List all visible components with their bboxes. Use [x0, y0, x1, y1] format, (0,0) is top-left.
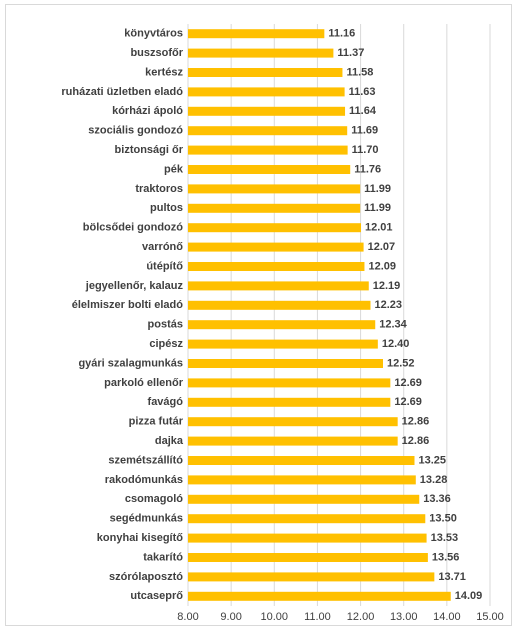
value-label: 12.07 — [368, 241, 396, 253]
value-label: 13.71 — [438, 571, 466, 583]
category-label: ruházati üzletben eladó — [61, 86, 183, 98]
bar — [188, 223, 362, 233]
value-label: 12.86 — [402, 416, 430, 428]
value-label: 12.09 — [368, 260, 396, 272]
x-tick-label: 9.00 — [220, 611, 241, 623]
x-tick-label: 8.00 — [177, 611, 198, 623]
value-label: 11.64 — [349, 105, 377, 117]
bar — [188, 494, 420, 504]
bar — [188, 359, 384, 368]
category-label: parkoló ellenőr — [104, 377, 184, 389]
bar — [188, 397, 391, 407]
bar — [188, 553, 428, 562]
value-label: 13.50 — [429, 513, 457, 525]
bar — [188, 514, 426, 524]
category-label: rakodómunkás — [105, 474, 183, 486]
value-label: 13.56 — [432, 551, 460, 563]
x-tick-label: 13.00 — [390, 611, 418, 623]
value-label: 12.01 — [365, 222, 393, 234]
value-label: 11.58 — [346, 66, 373, 78]
bar — [188, 378, 391, 388]
category-label: segédmunkás — [110, 513, 183, 525]
bar — [188, 48, 334, 58]
bar — [188, 126, 348, 136]
category-label: jegyellenőr, kalauz — [85, 280, 184, 292]
category-label: buszsofőr — [130, 47, 183, 59]
value-label: 11.99 — [364, 183, 391, 195]
category-label: postás — [148, 319, 183, 331]
x-tick-label: 10.00 — [261, 611, 289, 623]
value-label: 11.70 — [352, 144, 379, 156]
category-label: élelmiszer bolti eladó — [72, 299, 184, 311]
bar — [188, 165, 351, 174]
category-label: traktoros — [135, 183, 183, 195]
bar — [188, 320, 376, 330]
category-label: szemétszállító — [108, 454, 183, 466]
category-label: szociális gondozó — [88, 125, 183, 137]
value-label: 11.76 — [354, 163, 381, 175]
bar — [188, 339, 378, 349]
bar — [188, 475, 416, 485]
category-label: dajka — [155, 435, 184, 447]
category-label: biztonsági őr — [115, 144, 184, 156]
bar — [188, 417, 398, 427]
value-label: 13.28 — [420, 474, 448, 486]
category-label: kórházi ápoló — [112, 105, 183, 117]
value-label: 12.52 — [387, 357, 415, 369]
value-label: 12.34 — [379, 319, 407, 331]
value-label: 12.19 — [373, 280, 401, 292]
value-label: 11.37 — [337, 47, 364, 59]
category-label: konyhai kisegítő — [97, 532, 183, 544]
bar — [188, 572, 435, 582]
bar — [188, 262, 365, 271]
bar — [188, 106, 346, 116]
category-label: pultos — [150, 202, 183, 214]
bar — [188, 436, 398, 446]
category-label: csomagoló — [125, 493, 183, 505]
value-label: 12.23 — [374, 299, 402, 311]
category-label: gyári szalagmunkás — [78, 357, 183, 369]
category-label: cipész — [149, 338, 183, 350]
category-label: könyvtáros — [124, 28, 183, 40]
bar — [188, 203, 361, 213]
value-label: 14.09 — [455, 590, 483, 602]
value-label: 13.25 — [419, 454, 447, 466]
value-label: 11.63 — [349, 86, 376, 98]
bar — [188, 281, 369, 291]
value-label: 12.69 — [394, 377, 422, 389]
value-label: 12.40 — [382, 338, 410, 350]
category-label: kertész — [145, 66, 183, 78]
bar — [188, 29, 325, 39]
category-label: pék — [164, 163, 184, 175]
category-label: bölcsődei gondozó — [83, 222, 183, 234]
value-label: 12.69 — [394, 396, 422, 408]
category-label: pizza futár — [129, 416, 184, 428]
value-label: 12.86 — [402, 435, 430, 447]
value-label: 13.36 — [423, 493, 451, 505]
bar — [188, 184, 361, 194]
x-tick-label: 15.00 — [476, 611, 504, 623]
category-label: favágó — [148, 396, 184, 408]
bar — [188, 87, 345, 97]
value-label: 11.16 — [328, 28, 355, 40]
bar — [188, 300, 371, 310]
bar — [188, 68, 343, 77]
x-tick-label: 12.00 — [347, 611, 375, 623]
category-label: takarító — [143, 551, 183, 563]
category-label: útépítő — [146, 260, 183, 272]
bar — [188, 456, 415, 465]
x-tick-label: 11.00 — [304, 611, 331, 623]
value-label: 13.53 — [431, 532, 459, 544]
bar — [188, 533, 427, 543]
category-label: utcaseprő — [130, 590, 183, 602]
category-label: varrónő — [142, 241, 183, 253]
bar — [188, 591, 451, 601]
x-tick-label: 14.00 — [433, 611, 461, 623]
value-label: 11.99 — [364, 202, 391, 214]
bar — [188, 145, 348, 155]
bar — [188, 242, 364, 252]
value-label: 11.69 — [351, 125, 378, 137]
category-label: szórólaposztó — [109, 571, 183, 583]
